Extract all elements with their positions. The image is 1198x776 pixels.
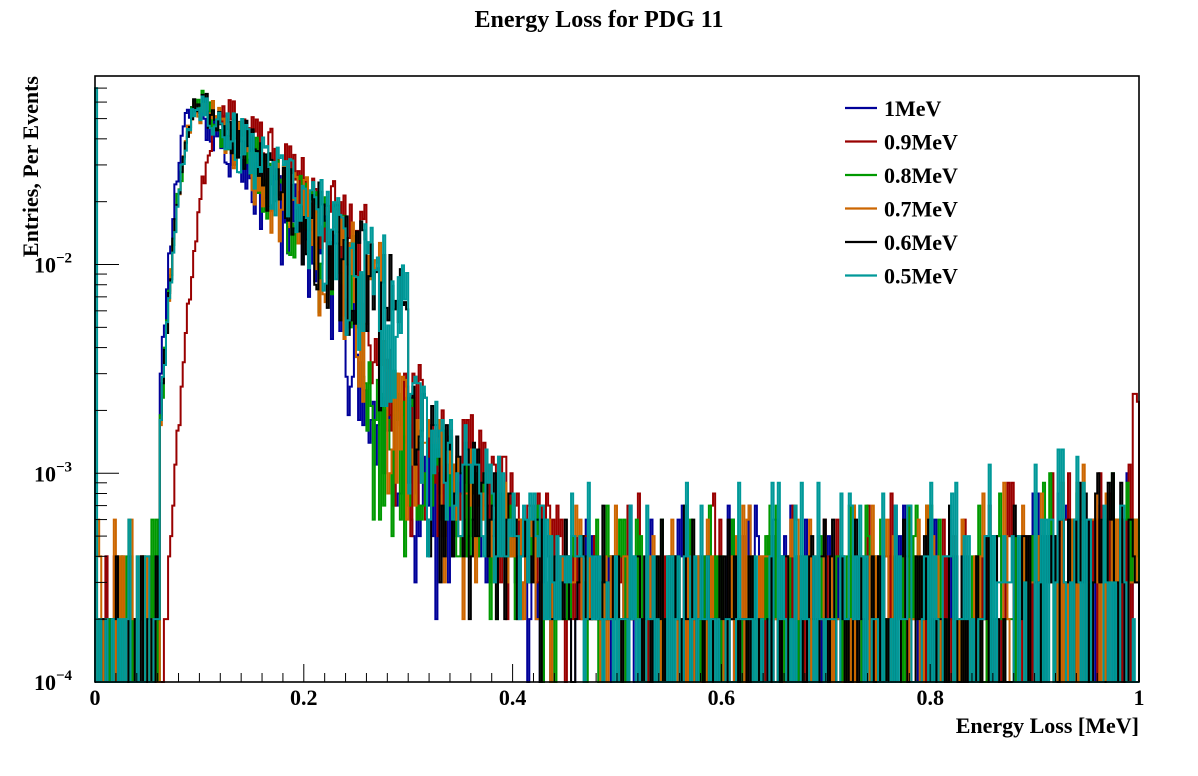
x-tick-label: 0.4 — [499, 685, 527, 710]
x-tick-label: 0.2 — [290, 685, 318, 710]
y-tick-label: 10−4 — [34, 668, 73, 695]
x-tick-label: 0.6 — [708, 685, 736, 710]
y-axis-title: Entries, Per Events — [18, 76, 43, 258]
y-tick-label: 10−3 — [34, 459, 72, 486]
legend-label: 0.9MeV — [884, 130, 958, 155]
x-tick-label: 0 — [90, 685, 101, 710]
series-layer — [94, 87, 1140, 683]
legend-label: 1MeV — [884, 96, 942, 121]
y-tick-label: 10−2 — [34, 251, 72, 278]
legend-label: 0.8MeV — [884, 163, 958, 188]
x-tick-label: 1 — [1134, 685, 1145, 710]
legend-label: 0.5MeV — [884, 264, 958, 289]
chart-title: Energy Loss for PDG 11 — [475, 7, 724, 33]
x-tick-label: 0.8 — [916, 685, 944, 710]
series-histogram-5 — [94, 87, 1139, 683]
axis-ticks: 0 0.2 0.4 0.6 0.8 1 10−4 10−3 10−2 — [34, 75, 1145, 710]
legend-label: 0.6MeV — [884, 230, 958, 255]
x-axis-title: Energy Loss [MeV] — [956, 713, 1139, 738]
legend: 1MeV 0.9MeV 0.8MeV 0.7MeV 0.6MeV 0.5MeV — [845, 96, 958, 289]
legend-label: 0.7MeV — [884, 197, 958, 222]
